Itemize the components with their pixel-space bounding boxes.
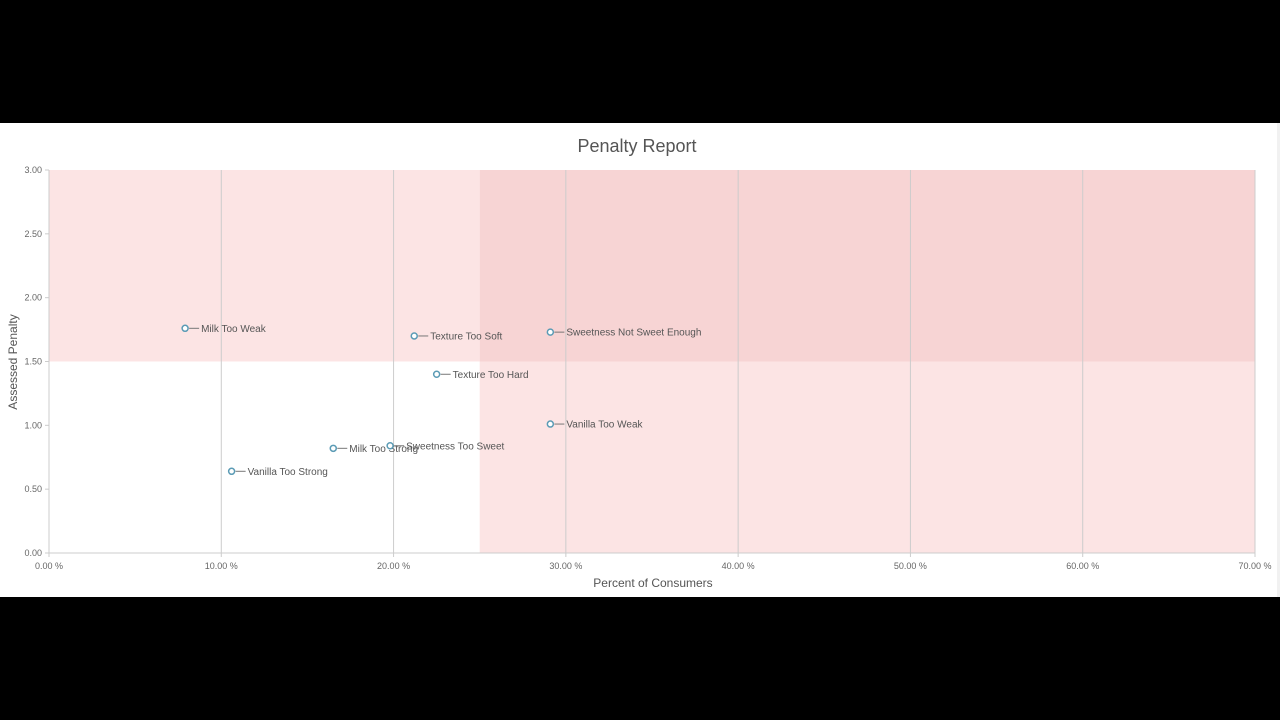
x-tick-label: 70.00 % [1238, 561, 1271, 571]
point-label: Vanilla Too Strong [248, 467, 328, 478]
point-label: Texture Too Soft [430, 331, 502, 342]
data-point [410, 332, 418, 340]
penalty-zone-0 [49, 170, 480, 362]
y-tick-label: 1.50 [24, 357, 42, 367]
y-axis-label: Assessed Penalty [6, 314, 20, 409]
data-point [546, 328, 555, 336]
penalty-chart: 0.00 % 10.00 % 20.00 % 30.00 % 40.00 % 50.00 … [6, 136, 1272, 590]
data-point [329, 444, 338, 453]
zones-layer [49, 170, 1255, 553]
data-point [546, 420, 555, 428]
penalty-zone-2 [479, 361, 1255, 553]
data-point [386, 442, 394, 450]
point-label: Milk Too Strong [349, 444, 418, 455]
chart-panel: 0.00 % 10.00 % 20.00 % 30.00 % 40.00 % 50.00 … [0, 123, 1280, 597]
grid-layer [220, 170, 1256, 553]
y-tick-label: 0.50 [24, 484, 42, 494]
y-tick-label: 2.50 [24, 229, 42, 239]
x-tick-label: 60.00 % [1066, 561, 1099, 571]
point-label: Sweetness Not Sweet Enough [566, 328, 701, 339]
x-tick-label: 40.00 % [722, 561, 755, 571]
penalty-zone-1 [479, 170, 1255, 362]
point-label: Sweetness Too Sweet [406, 441, 504, 452]
data-point [181, 324, 189, 333]
point-label: Milk Too Weak [201, 324, 267, 335]
data-point [227, 467, 236, 476]
x-tick-label: 30.00 % [549, 561, 582, 571]
x-tick-label: 50.00 % [894, 561, 927, 571]
x-tick-label: 20.00 % [377, 561, 410, 571]
point-label: Vanilla Too Weak [566, 420, 643, 431]
x-axis-label: Percent of Consumers [593, 576, 712, 590]
scrollbar-track[interactable] [1277, 123, 1280, 597]
ticks-layer: 0.00 % 10.00 % 20.00 % 30.00 % 40.00 % 50.00 … [24, 165, 1271, 571]
y-tick-label: 3.00 [24, 165, 42, 175]
points-layer: Milk Too Weak Texture Too Soft Sweetness N… [181, 324, 701, 478]
data-point [432, 370, 441, 379]
chart-title: Penalty Report [577, 136, 696, 156]
x-tick-label: 0.00 % [35, 561, 63, 571]
point-label: Texture Too Hard [453, 370, 529, 381]
y-tick-label: 1.00 [24, 420, 42, 430]
y-tick-label: 2.00 [24, 293, 42, 303]
y-tick-label: 0.00 [24, 548, 42, 558]
x-tick-label: 10.00 % [205, 561, 238, 571]
